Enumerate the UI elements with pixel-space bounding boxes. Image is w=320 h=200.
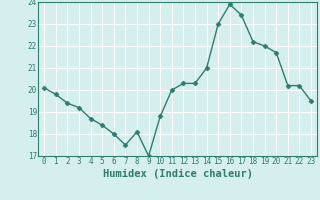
X-axis label: Humidex (Indice chaleur): Humidex (Indice chaleur) [103,169,252,179]
